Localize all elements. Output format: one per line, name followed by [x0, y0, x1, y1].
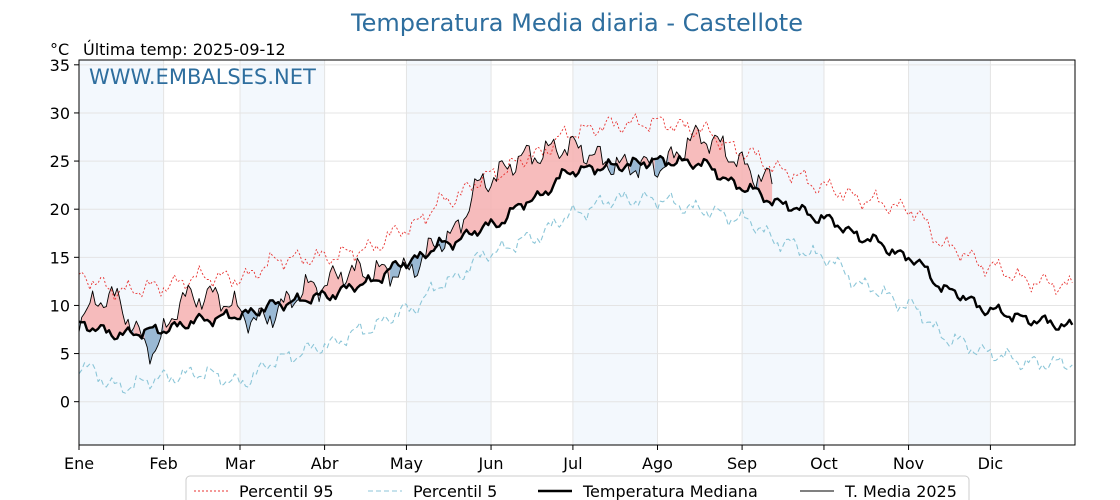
legend-label-actual: T. Media 2025 [844, 482, 957, 500]
series-line-median [78, 154, 1074, 341]
month-band-ene [79, 60, 164, 445]
x-axis: Ene Feb Mar Abr May Jun Jul Ago Sep Oct Nov Dic [64, 445, 1003, 473]
chart-title: Temperatura Media diaria - Castellote [350, 9, 803, 37]
legend-label-p95: Percentil 95 [239, 482, 334, 500]
y-tick-label-35: 35 [50, 56, 70, 75]
last-temp-label: Última temp: 2025-09-12 [83, 40, 286, 59]
month-band-nov [908, 60, 991, 445]
y-tick-label-5: 5 [60, 345, 70, 364]
month-band-jul [572, 60, 658, 445]
y-tick-label-25: 25 [50, 152, 70, 171]
legend-label-p5: Percentil 5 [413, 482, 497, 500]
series-line-p5 [78, 190, 1073, 394]
legend: Percentil 95 Percentil 5 Temperatura Media… [185, 475, 970, 500]
x-tick-label-oct: Oct [810, 454, 838, 473]
y-tick-label-30: 30 [50, 104, 70, 123]
fill-cool-24 [608, 157, 617, 175]
x-tick-label-feb: Feb [149, 454, 177, 473]
x-tick-label-may: May [390, 454, 423, 473]
y-tick-label-10: 10 [50, 296, 70, 315]
y-axis: 0 5 10 15 20 25 30 35 [50, 56, 79, 412]
x-tick-label-mar: Mar [225, 454, 256, 473]
fill-cool-4 [144, 318, 164, 365]
plot-frame [78, 59, 1076, 446]
grid-lines [78, 60, 1075, 445]
series-line-actual [78, 124, 773, 365]
y-unit-label: °C [50, 40, 69, 59]
legend-label-median: Temperatura Mediana [582, 482, 758, 500]
series-lines [78, 113, 1074, 394]
fill-warm-29 [668, 125, 756, 192]
x-tick-label-sep: Sep [727, 454, 757, 473]
watermark: WWW.EMBALSES.NET [89, 65, 316, 89]
x-tick-label-jun: Jun [478, 454, 504, 473]
fill-cool-8 [264, 298, 281, 328]
month-band-mar [239, 60, 325, 445]
y-tick-label-15: 15 [50, 248, 70, 267]
x-tick-label-nov: Nov [893, 454, 924, 473]
y-tick-label-0: 0 [60, 393, 70, 412]
plot-background [79, 60, 991, 445]
x-tick-label-abr: Abr [311, 454, 339, 473]
x-tick-label-ago: Ago [642, 454, 673, 473]
series-line-p95 [78, 113, 1073, 301]
fill-cool-18 [390, 257, 404, 287]
x-tick-label-jul: Jul [562, 454, 582, 473]
y-tick-label-20: 20 [50, 200, 70, 219]
legend-box [185, 475, 970, 500]
x-tick-label-ene: Ene [64, 454, 94, 473]
x-tick-label-dic: Dic [978, 454, 1004, 473]
fill-warm-5 [163, 285, 243, 333]
fill-warm-23 [447, 136, 609, 250]
month-band-sep [742, 60, 824, 445]
